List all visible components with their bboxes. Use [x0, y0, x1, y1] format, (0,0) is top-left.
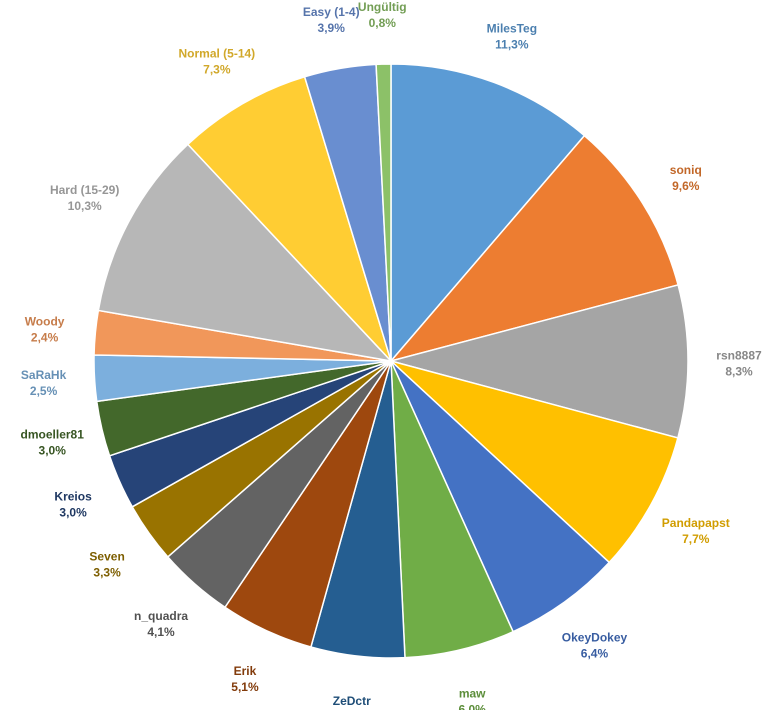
slice-percent-label: 7,3% [203, 63, 231, 77]
slice-label-zedctr: ZeDctr5,1% [333, 694, 371, 710]
slice-category-label: SaRaHk [21, 368, 67, 382]
slice-category-label: maw [459, 686, 486, 700]
slice-percent-label: 0,8% [369, 16, 397, 30]
slice-label-rsn8887: rsn8887 8,3% [716, 349, 762, 379]
pie-slices [93, 63, 689, 659]
slice-label-seven: Seven 3,3% [89, 549, 124, 579]
slice-label-sarahk: SaRaHk 2,5% [21, 368, 67, 398]
slice-category-label: n_quadra [134, 609, 188, 623]
slice-percent-label: 5,1% [231, 680, 259, 694]
slice-category-label: Woody [25, 315, 65, 329]
slice-percent-label: 3,3% [93, 565, 121, 579]
slice-label-okeydokey: OkeyDokey 6,4% [562, 630, 628, 660]
slice-category-label: ZeDctr [333, 694, 371, 708]
slice-label-n-quadra: n_quadra 4,1% [134, 609, 188, 639]
slice-category-label: MilesTeg [487, 22, 537, 36]
slice-percent-label: 8,3% [725, 365, 753, 379]
slice-category-label: Pandapapst [662, 516, 730, 530]
pie-slice-milesteg [390, 63, 586, 364]
slice-category-label: OkeyDokey [562, 630, 628, 644]
slice-label-easy-1-4: Easy (1-4) 3,9% [303, 5, 360, 35]
slice-percent-label: 2,5% [30, 384, 58, 398]
slice-label-normal-5-14: Normal (5-14) 7,3% [178, 47, 255, 77]
slice-percent-label: 9,6% [672, 179, 700, 193]
pie-slice-rsn8887 [388, 284, 689, 439]
slice-percent-label: 3,9% [318, 21, 346, 35]
slice-percent-label: 11,3% [495, 38, 529, 52]
slice-category-label: Erik [234, 664, 257, 678]
slice-label-maw: maw 6,0% [458, 686, 486, 710]
pie-slice-soniq [388, 134, 680, 363]
slice-percent-label: 7,7% [682, 532, 710, 546]
pie-labels: MilesTeg 11,3% soniq 9,6% rsn8887 8,3% Pandapa… [21, 0, 762, 710]
slice-category-label: Kreios [54, 490, 92, 504]
slice-label-pandapapst: Pandapapst 7,7% [662, 516, 730, 546]
slice-category-label: dmoeller81 [21, 428, 85, 442]
slice-label-hard-15-29: Hard (15-29) 10,3% [50, 183, 119, 213]
slice-percent-label: 4,1% [147, 625, 175, 639]
pie-slice-hard-15-29 [97, 143, 394, 363]
slice-label-erik: Erik 5,1% [231, 664, 259, 694]
pie-slice-okeydokey [390, 360, 611, 633]
slice-label-woody: Woody 2,4% [25, 315, 65, 345]
pie-slice-normal-5-14 [186, 75, 392, 362]
slice-category-label: Normal (5-14) [178, 47, 255, 61]
slice-category-label: Seven [89, 549, 124, 563]
slice-percent-label: 3,0% [59, 506, 87, 520]
slice-category-label: rsn8887 [716, 349, 762, 363]
pie-slice-ung-ltig [375, 63, 392, 362]
pie-slice-pandapapst [390, 360, 679, 564]
slice-percent-label: 3,0% [39, 444, 67, 458]
slice-label-ung-ltig: Ungültig 0,8% [358, 0, 407, 30]
slice-label-soniq: soniq 9,6% [670, 163, 702, 193]
slice-category-label: soniq [670, 163, 702, 177]
slice-percent-label: 6,4% [581, 646, 609, 660]
slice-category-label: Hard (15-29) [50, 183, 119, 197]
slice-percent-label: 6,0% [458, 702, 486, 710]
slice-category-label: Ungültig [358, 0, 407, 14]
slice-percent-label: 10,3% [68, 199, 102, 213]
slice-label-dmoeller81: dmoeller81 3,0% [21, 428, 85, 458]
slice-percent-label: 2,4% [31, 331, 59, 345]
slice-label-kreios: Kreios 3,0% [54, 490, 92, 520]
slice-category-label: Easy (1-4) [303, 5, 360, 19]
slice-label-milesteg: MilesTeg 11,3% [487, 22, 537, 52]
